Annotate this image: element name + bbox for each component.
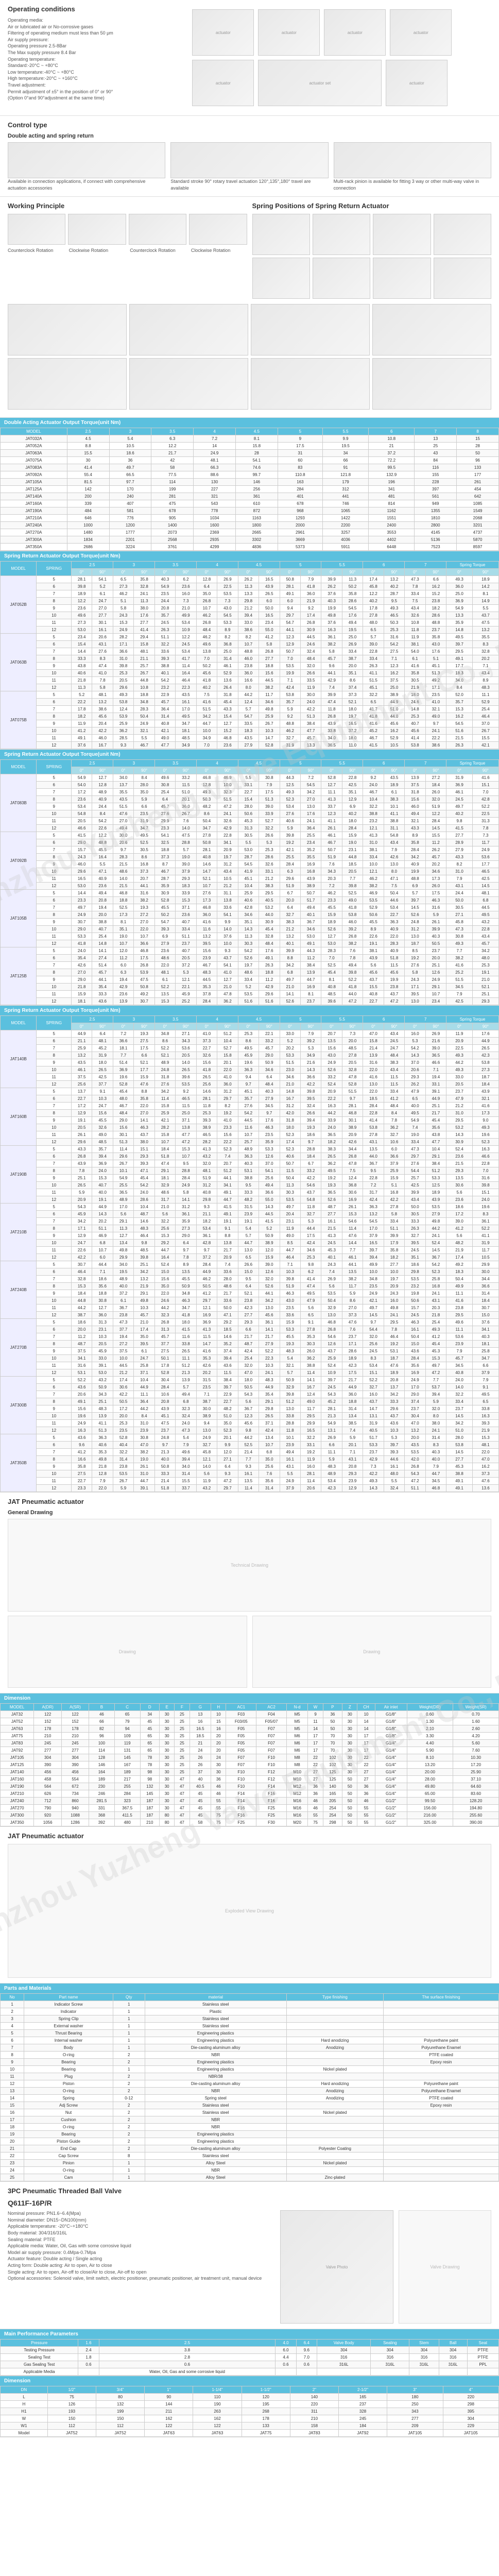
double-acting-table: MODEL2.533.544.555.5678JAT032A4.55.46.37… (0, 428, 499, 551)
spring-pos-grid (252, 214, 492, 299)
principle-img-4 (189, 214, 247, 245)
jat-drawing-section: JAT Pneumatic actuator General Drawing T… (0, 1493, 499, 1693)
actuator-img-5: actuator (192, 60, 254, 106)
actuator-img-1: actuator (192, 9, 254, 56)
principle-img-2 (68, 214, 126, 245)
control-img-3 (334, 142, 491, 178)
table3-section: Spring Return Actuator Output Torque(uni… (0, 750, 499, 1006)
product-photo-3 (251, 304, 370, 355)
spring-return-table-3: MODELSPRING2.533.544.555.567Spring Torqu… (0, 1015, 499, 1492)
parts-table: NoPart nameQtymaterialType finishingThe … (0, 1993, 499, 2181)
valve-drawing: Valve Drawing (399, 2210, 491, 2324)
principle-section: Working Principle Counterclock Rotation … (0, 197, 499, 418)
table4-section: Spring Return Actuator Output Torque(uni… (0, 1006, 499, 1493)
valve-specs: Nominal pressure: PN1.6~6.4(Mpa) Nominal… (8, 2210, 275, 2282)
operating-conditions-section: Operating conditions Operating media: Ai… (0, 0, 499, 116)
exploded-drawing: Exploded View Drawing (8, 1844, 491, 1978)
actuator-img-3: actuator (324, 9, 386, 56)
operating-title: Operating conditions (8, 5, 187, 13)
spring-return-table-1: MODELSPRING2.533.544.555.567Spring Torqu… (0, 561, 499, 749)
table2-section: Spring Return Actuator Output Torque(uni… (0, 551, 499, 750)
control-sub: Double acting and spring return (8, 133, 491, 139)
dimension1-section: Dimension MODELA(DR)A(SR)BCDEFGHAC1AC2N-… (0, 1693, 499, 1827)
actuator-images: actuator actuator actuator actuator (192, 9, 491, 56)
valve-section: 3PC Pneumatic Threaded Ball Valve Q611F-… (0, 2182, 499, 2329)
actuator-images-2: actuator actuator set actuator (192, 60, 491, 106)
dimension-table-1: MODELA(DR)A(SR)BCDEFGHAC1AC2N-dWPZCHAir … (0, 1703, 499, 1826)
general-drawing-2: Drawing (8, 1616, 247, 1688)
product-photo-7 (251, 358, 370, 410)
actuator-img-6: actuator set (258, 60, 382, 106)
product-photo-6 (129, 358, 248, 410)
product-photo-2 (129, 304, 248, 355)
actuator-img-4: actuator (390, 9, 452, 56)
product-photo-5 (8, 358, 127, 410)
jat-exploded-section: JAT Pneumatic actuator Exploded View Dra… (0, 1827, 499, 1984)
perf-table: Pressure1.62.54.06.4Valve BodySealingSte… (0, 2339, 499, 2376)
dimension-table-2: DN1/2"3/4"1"1-1/4"1-1/2"2"2-1/2"3"4"L758… (0, 2386, 499, 2437)
actuator-img-7: actuator (386, 60, 448, 106)
valve-photo: Valve Photo (280, 2210, 393, 2324)
parts-section: Parts and Materials NoPart nameQtymateri… (0, 1984, 499, 2182)
general-drawing-3: Drawing (252, 1616, 492, 1688)
principle-img-3 (129, 214, 186, 245)
operating-list: Operating media: Air or lubricated air o… (8, 17, 187, 101)
spring-return-table-2: MODELSPRING2.533.544.555.567Spring Torqu… (0, 759, 499, 1005)
control-title: Control type (8, 121, 491, 129)
table1-section: Double Acting Actuator Output Torque(uni… (0, 418, 499, 551)
general-drawing-1: Technical Drawing (8, 1519, 491, 1612)
product-photo-8 (372, 358, 491, 410)
control-type-section: Control type Double acting and spring re… (0, 116, 499, 197)
control-img-1 (8, 142, 165, 178)
principle-img-1 (8, 214, 65, 245)
actuator-img-2: actuator (258, 9, 320, 56)
product-photo-4 (372, 304, 491, 355)
product-photo-1 (8, 304, 127, 355)
dimension2-section: Dimension DN1/2"3/4"1"1-1/4"1-1/2"2"2-1/… (0, 2376, 499, 2437)
control-img-2 (170, 142, 328, 178)
perf-section: Main Performance Parameters Pressure1.62… (0, 2329, 499, 2376)
